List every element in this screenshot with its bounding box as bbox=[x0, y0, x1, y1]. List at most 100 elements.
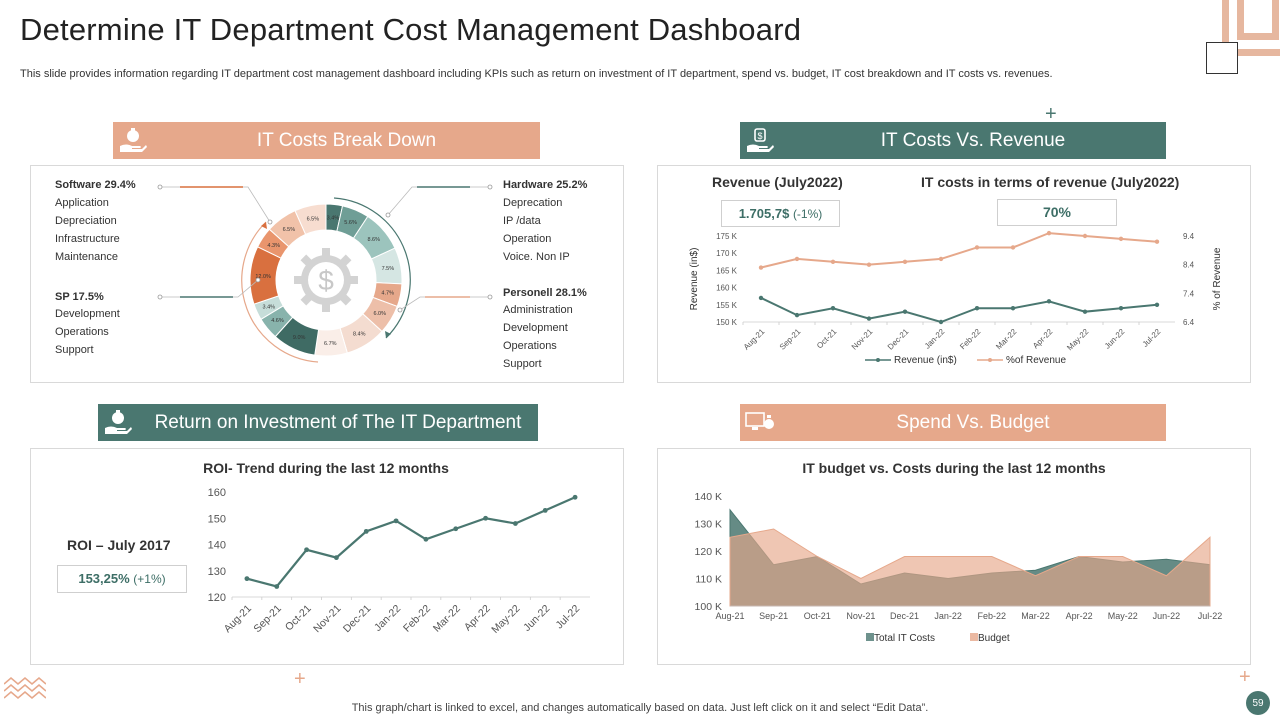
data-point bbox=[902, 309, 908, 314]
y-tick-label: 150 bbox=[208, 513, 226, 525]
revenue-change: (-1%) bbox=[792, 207, 823, 221]
x-tick-label: Mar-22 bbox=[431, 603, 463, 635]
data-point bbox=[938, 256, 944, 262]
group-item: Support bbox=[55, 344, 94, 356]
x-tick-label: Sep-21 bbox=[251, 603, 284, 636]
data-point bbox=[513, 521, 518, 526]
data-point bbox=[1082, 309, 1088, 314]
x-tick-label: Mar-22 bbox=[1021, 611, 1050, 621]
connector-dot bbox=[255, 277, 261, 283]
data-point bbox=[758, 295, 764, 301]
revenue-title: Revenue (July2022) bbox=[712, 174, 843, 190]
group-title: Personell 28.1% bbox=[503, 287, 587, 299]
group-item: Depreciation bbox=[55, 215, 117, 227]
section-title: Return on Investment of The IT Departmen… bbox=[154, 411, 522, 433]
roi-panel bbox=[30, 448, 624, 665]
roi-change: (+1%) bbox=[133, 572, 166, 586]
x-tick-label: Apr-22 bbox=[1066, 611, 1093, 621]
legend-group-hardware: Hardware 25.2% Deprecation IP /data Oper… bbox=[503, 179, 587, 266]
money-bag-hand-icon bbox=[98, 404, 138, 441]
plus-decoration: + bbox=[1045, 103, 1057, 125]
x-tick-label: Aug-21 bbox=[715, 611, 744, 621]
y2-tick-label: 9.4 bbox=[1183, 232, 1195, 241]
corner-decoration bbox=[1222, 0, 1280, 56]
legend-label: Revenue (in$) bbox=[894, 355, 957, 366]
gear-hole bbox=[308, 262, 344, 298]
y2-tick-label: 6.4 bbox=[1183, 318, 1195, 327]
y-tick-label: 170 K bbox=[716, 249, 738, 258]
group-item: Voice. Non IP bbox=[503, 251, 570, 263]
y-tick-label: 160 bbox=[208, 487, 226, 499]
x-tick-label: Jul-22 bbox=[553, 603, 582, 632]
data-point bbox=[363, 528, 369, 534]
dollar-icon: $ bbox=[318, 265, 334, 296]
connector-dot bbox=[157, 294, 163, 300]
revenue-value: 1.705,7$ bbox=[738, 206, 790, 221]
x-tick-label: Jan-22 bbox=[923, 327, 947, 351]
data-point bbox=[1010, 306, 1016, 311]
plus-decoration: + bbox=[294, 668, 306, 690]
data-point bbox=[304, 547, 309, 553]
connector-line bbox=[399, 296, 490, 311]
x-tick-label: Nov-21 bbox=[846, 611, 875, 621]
section-title: IT Costs Break Down bbox=[256, 129, 437, 151]
revenue-kpi-box: 1.705,7$ (-1%) bbox=[721, 200, 840, 227]
money-hand-icon: $ bbox=[740, 122, 780, 159]
x-tick-label: Sep-21 bbox=[778, 327, 803, 352]
roi-kpi-box: 153,25% (+1%) bbox=[57, 565, 187, 593]
gear-icon bbox=[294, 248, 358, 312]
group-item: Deprecation bbox=[503, 197, 563, 209]
data-point bbox=[794, 312, 800, 318]
x-tick-label: Dec-21 bbox=[890, 611, 919, 621]
data-point bbox=[866, 262, 872, 267]
group-item: Support bbox=[503, 358, 542, 370]
roi-value: 153,25% bbox=[78, 571, 130, 586]
series-line bbox=[760, 232, 1158, 269]
x-tick-label: Jun-22 bbox=[1103, 327, 1127, 351]
legend-marker bbox=[988, 358, 992, 362]
x-tick-label: Mar-22 bbox=[994, 327, 1019, 352]
zigzag-decoration bbox=[4, 676, 46, 700]
slice-label: 5.6% bbox=[344, 220, 357, 226]
plus-decoration: + bbox=[1239, 666, 1251, 688]
series-line bbox=[760, 297, 1158, 324]
data-point bbox=[453, 526, 459, 532]
section-header-spend: Spend Vs. Budget bbox=[740, 404, 1166, 441]
x-tick-label: Jun-22 bbox=[521, 603, 552, 634]
connector-dot bbox=[397, 307, 403, 313]
slice-label: 3.4% bbox=[327, 215, 340, 221]
money-bag-hand-icon bbox=[113, 122, 153, 159]
x-tick-label: Feb-22 bbox=[978, 611, 1007, 621]
slice-label: 9.0% bbox=[293, 335, 306, 341]
data-point bbox=[1118, 236, 1124, 242]
group-title: Software 29.4% bbox=[55, 179, 136, 191]
legend-group-software: Software 29.4% Application Depreciation … bbox=[55, 179, 136, 266]
x-tick-label: Aug-21 bbox=[222, 603, 255, 636]
group-item: Application bbox=[55, 197, 109, 209]
x-tick-label: Oct-21 bbox=[815, 327, 839, 351]
data-point bbox=[423, 536, 429, 542]
data-point bbox=[1154, 239, 1160, 244]
data-point bbox=[393, 518, 399, 524]
x-tick-label: Jun-22 bbox=[1153, 611, 1181, 621]
group-item: Development bbox=[503, 322, 568, 334]
section-header-breakdown: IT Costs Break Down bbox=[113, 122, 540, 159]
y2-tick-label: 7.4 bbox=[1183, 289, 1195, 298]
x-tick-label: Dec-21 bbox=[886, 327, 911, 352]
y-tick-label: 120 K bbox=[695, 546, 722, 558]
slice-label: 4.3% bbox=[267, 243, 280, 249]
slice-label: 4.6% bbox=[271, 318, 284, 324]
group-item: Operation bbox=[503, 233, 552, 245]
donut-slice bbox=[294, 203, 327, 236]
legend-group-personell: Personell 28.1% Administration Developme… bbox=[503, 287, 587, 373]
legend-group-sp: SP 17.5% Development Operations Support bbox=[55, 291, 120, 359]
data-point bbox=[542, 507, 548, 513]
x-tick-label: Apr-22 bbox=[1031, 327, 1055, 351]
arc-arrow bbox=[385, 331, 391, 338]
connector-line bbox=[160, 186, 271, 223]
data-point bbox=[572, 494, 578, 500]
connector-dot bbox=[157, 184, 163, 190]
cost-breakdown-donut: 3.4% 5.6% 8.6% 7.5% 4.7% 6.0% 8.4% 6.7% 9.0% 4.6%… bbox=[157, 184, 493, 363]
x-tick-label: Oct-21 bbox=[283, 603, 314, 634]
x-tick-label: Dec-21 bbox=[341, 603, 374, 636]
